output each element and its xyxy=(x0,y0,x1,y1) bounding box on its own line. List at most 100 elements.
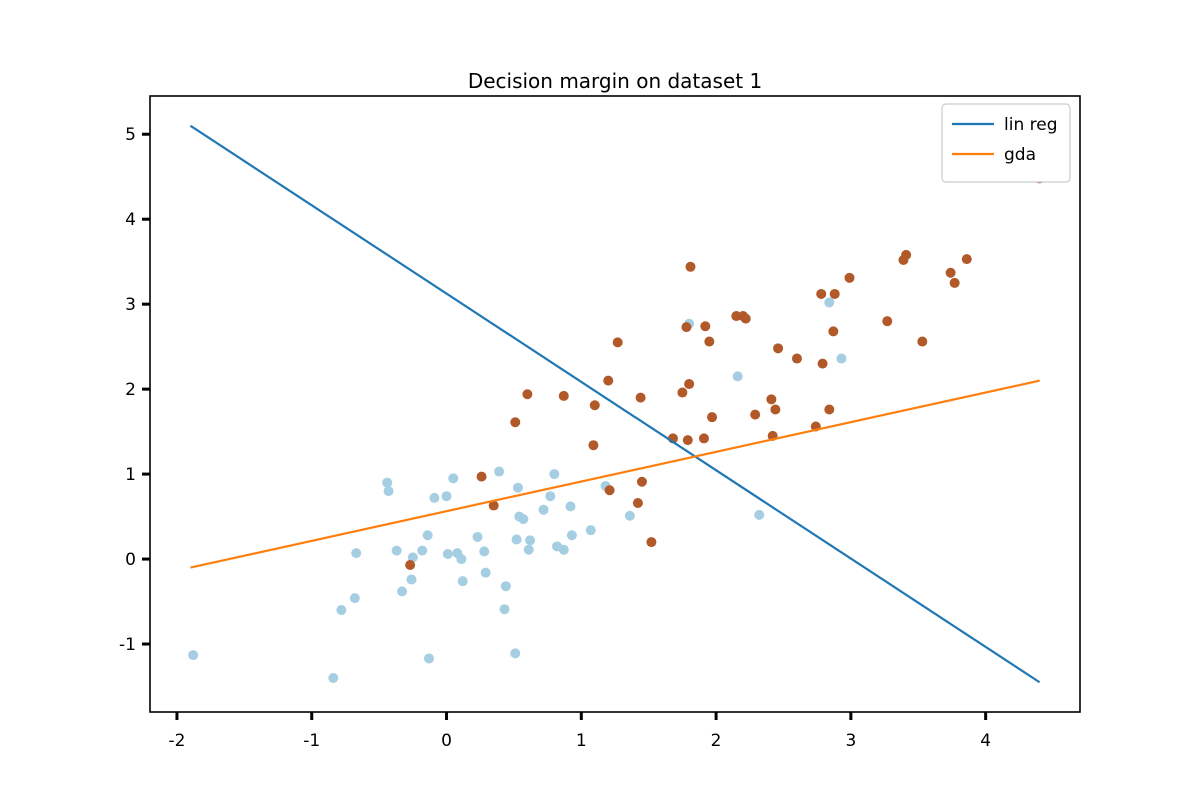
data-point xyxy=(448,473,459,484)
y-tick-label: -1 xyxy=(119,635,136,655)
data-point xyxy=(791,353,802,364)
data-point xyxy=(522,389,533,400)
data-point xyxy=(565,501,576,512)
data-point xyxy=(351,548,362,559)
data-point xyxy=(707,412,718,423)
data-point xyxy=(844,272,855,283)
scatter-points xyxy=(188,173,1045,684)
data-point xyxy=(480,567,491,578)
legend-label: lin reg xyxy=(1004,115,1058,135)
x-tick-label: 1 xyxy=(576,731,587,751)
data-point xyxy=(704,336,715,347)
y-axis: -1 0 1 2 3 4 5 xyxy=(119,125,150,655)
y-tick-label: 5 xyxy=(125,125,136,145)
data-point xyxy=(391,545,402,556)
data-point xyxy=(773,343,784,354)
y-tick-label: 0 xyxy=(125,550,136,570)
data-point xyxy=(732,371,743,382)
chart-title: Decision margin on dataset 1 xyxy=(468,69,762,93)
data-point xyxy=(589,400,600,411)
y-tick-label: 3 xyxy=(125,295,136,315)
data-point xyxy=(961,254,972,265)
data-point xyxy=(828,326,839,337)
data-point xyxy=(397,586,408,597)
data-point xyxy=(422,530,433,541)
data-point xyxy=(538,504,549,515)
legend-label: gda xyxy=(1004,145,1036,165)
data-point xyxy=(816,288,827,299)
data-point xyxy=(566,530,577,541)
data-point xyxy=(472,531,483,542)
data-point xyxy=(685,261,696,272)
data-point xyxy=(612,337,623,348)
data-point xyxy=(698,433,709,444)
data-point xyxy=(479,546,490,557)
data-point xyxy=(836,353,847,364)
data-point xyxy=(824,297,835,308)
data-point xyxy=(945,267,956,278)
y-tick-label: 1 xyxy=(125,465,136,485)
data-point xyxy=(518,514,529,525)
data-point xyxy=(510,648,521,659)
data-point xyxy=(603,375,614,386)
data-point xyxy=(407,552,418,563)
data-point xyxy=(684,379,695,390)
x-tick-label: -2 xyxy=(168,731,185,751)
data-point xyxy=(457,576,468,587)
data-point xyxy=(523,544,534,555)
series-line-lin-reg xyxy=(189,124,1041,684)
data-point xyxy=(349,593,360,604)
data-point xyxy=(882,316,893,327)
data-point xyxy=(558,390,569,401)
data-point xyxy=(632,497,643,508)
data-point xyxy=(188,650,199,661)
data-point xyxy=(636,476,647,487)
data-point xyxy=(328,673,339,684)
data-point xyxy=(682,435,693,446)
decision-lines xyxy=(189,124,1041,684)
x-axis: -2 -1 0 1 2 3 4 xyxy=(168,712,991,751)
data-point xyxy=(585,525,596,536)
plot-frame xyxy=(149,95,1081,713)
data-point xyxy=(624,510,635,521)
data-point xyxy=(499,604,510,615)
x-tick-label: 4 xyxy=(980,731,991,751)
data-point xyxy=(558,544,569,555)
data-point xyxy=(700,321,711,332)
data-point xyxy=(476,471,487,482)
data-point xyxy=(494,466,505,477)
data-point xyxy=(917,336,928,347)
x-tick-label: 0 xyxy=(441,731,452,751)
data-point xyxy=(500,581,511,592)
y-tick-label: 4 xyxy=(125,210,136,230)
data-point xyxy=(488,500,499,511)
y-tick-label: 2 xyxy=(125,380,136,400)
data-point xyxy=(750,409,761,420)
data-point xyxy=(604,485,615,496)
data-point xyxy=(770,404,781,415)
data-point xyxy=(511,534,522,545)
data-point xyxy=(677,387,688,398)
data-point xyxy=(646,537,657,548)
data-point xyxy=(766,394,777,405)
data-point xyxy=(512,482,523,493)
data-point xyxy=(405,560,416,571)
data-point xyxy=(417,545,428,556)
data-point xyxy=(588,440,599,451)
data-point xyxy=(424,653,434,664)
data-point xyxy=(817,358,828,369)
data-point xyxy=(456,554,467,565)
data-point xyxy=(901,249,912,260)
data-point xyxy=(336,605,347,616)
data-point xyxy=(549,469,560,480)
data-point xyxy=(441,491,452,502)
data-point xyxy=(949,277,960,288)
data-point xyxy=(635,392,646,403)
data-point xyxy=(829,288,840,299)
data-point xyxy=(382,477,393,488)
x-tick-label: 3 xyxy=(845,731,856,751)
data-point xyxy=(754,509,765,520)
legend: lin reg gda xyxy=(941,103,1071,183)
x-tick-label: 2 xyxy=(711,731,722,751)
